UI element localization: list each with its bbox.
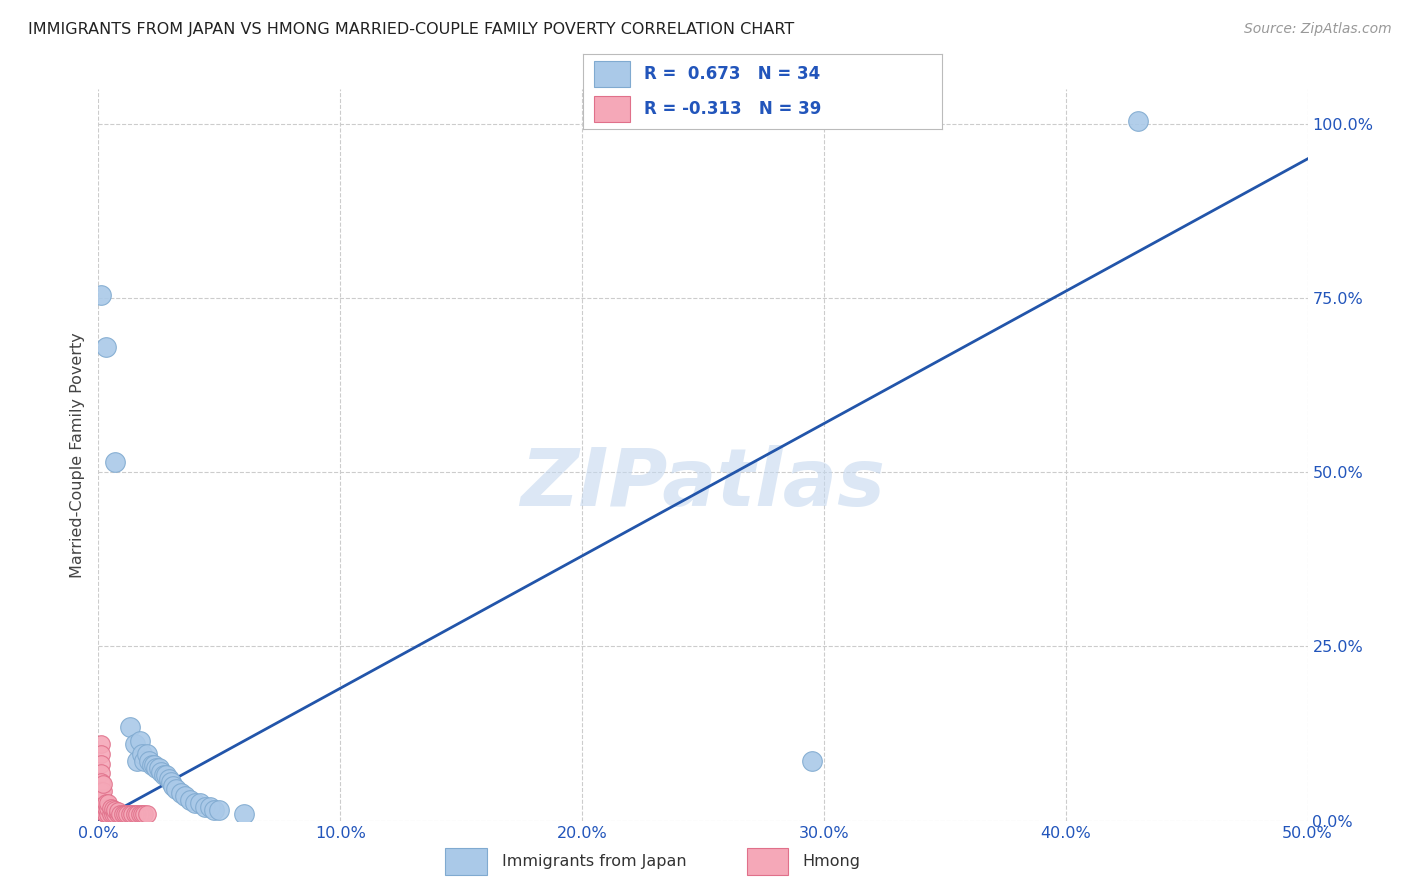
- Point: [97, 801, 120, 815]
- Point: [204, 803, 226, 817]
- Point: [174, 789, 197, 804]
- Point: [145, 761, 167, 775]
- Point: [107, 806, 129, 821]
- Point: [135, 806, 157, 821]
- Point: [127, 755, 149, 769]
- Point: [90, 756, 112, 771]
- Point: [97, 806, 120, 821]
- Point: [143, 758, 166, 772]
- Point: [121, 806, 143, 821]
- Point: [184, 796, 207, 810]
- Point: [104, 803, 127, 817]
- Point: [157, 772, 180, 786]
- Point: [135, 747, 157, 762]
- Point: [1128, 113, 1150, 128]
- Text: ZIPatlas: ZIPatlas: [520, 445, 886, 524]
- Point: [101, 806, 124, 821]
- Point: [91, 784, 114, 798]
- Point: [94, 340, 117, 354]
- Point: [91, 805, 114, 820]
- Point: [188, 796, 211, 810]
- Point: [114, 806, 136, 821]
- Point: [91, 798, 114, 813]
- Point: [148, 761, 170, 775]
- Text: Immigrants from Japan: Immigrants from Japan: [502, 855, 686, 869]
- Point: [117, 806, 139, 821]
- Point: [90, 747, 112, 762]
- Point: [94, 806, 117, 821]
- Point: [141, 758, 163, 772]
- Point: [162, 779, 184, 793]
- Point: [94, 801, 117, 815]
- Y-axis label: Married-Couple Family Poverty: Married-Couple Family Poverty: [70, 332, 86, 578]
- Point: [124, 737, 146, 751]
- Point: [127, 806, 149, 821]
- Point: [131, 747, 153, 762]
- Point: [152, 768, 174, 782]
- Point: [169, 786, 191, 800]
- Text: R =  0.673   N = 34: R = 0.673 N = 34: [644, 65, 821, 83]
- Point: [800, 755, 823, 769]
- Text: Source: ZipAtlas.com: Source: ZipAtlas.com: [1244, 22, 1392, 37]
- Point: [165, 782, 187, 797]
- Point: [101, 803, 124, 817]
- Point: [90, 803, 112, 817]
- FancyBboxPatch shape: [747, 848, 787, 875]
- FancyBboxPatch shape: [446, 848, 486, 875]
- Point: [160, 775, 183, 789]
- Point: [198, 799, 221, 814]
- Point: [97, 796, 120, 810]
- Point: [128, 806, 150, 821]
- Point: [108, 806, 131, 821]
- Point: [104, 806, 127, 821]
- Point: [100, 806, 122, 821]
- Point: [90, 794, 112, 808]
- Point: [111, 806, 134, 821]
- Point: [138, 755, 160, 769]
- Point: [150, 764, 173, 779]
- FancyBboxPatch shape: [595, 96, 630, 122]
- Point: [155, 768, 177, 782]
- Point: [90, 766, 112, 780]
- Point: [134, 806, 156, 821]
- Point: [91, 791, 114, 805]
- Text: Hmong: Hmong: [803, 855, 860, 869]
- Point: [107, 804, 129, 818]
- Point: [208, 803, 231, 817]
- Point: [124, 806, 146, 821]
- Point: [128, 733, 150, 747]
- Point: [90, 287, 112, 301]
- Point: [90, 775, 112, 789]
- Text: IMMIGRANTS FROM JAPAN VS HMONG MARRIED-COUPLE FAMILY POVERTY CORRELATION CHART: IMMIGRANTS FROM JAPAN VS HMONG MARRIED-C…: [28, 22, 794, 37]
- Point: [131, 806, 153, 821]
- Point: [194, 799, 217, 814]
- Point: [94, 796, 117, 810]
- Point: [104, 455, 127, 469]
- Point: [100, 801, 122, 815]
- Point: [232, 806, 254, 821]
- Point: [179, 793, 201, 807]
- Point: [91, 777, 114, 791]
- Text: R = -0.313   N = 39: R = -0.313 N = 39: [644, 100, 823, 118]
- Point: [90, 737, 112, 751]
- Point: [134, 755, 156, 769]
- FancyBboxPatch shape: [595, 62, 630, 87]
- Point: [118, 720, 141, 734]
- Point: [118, 806, 141, 821]
- Point: [90, 784, 112, 798]
